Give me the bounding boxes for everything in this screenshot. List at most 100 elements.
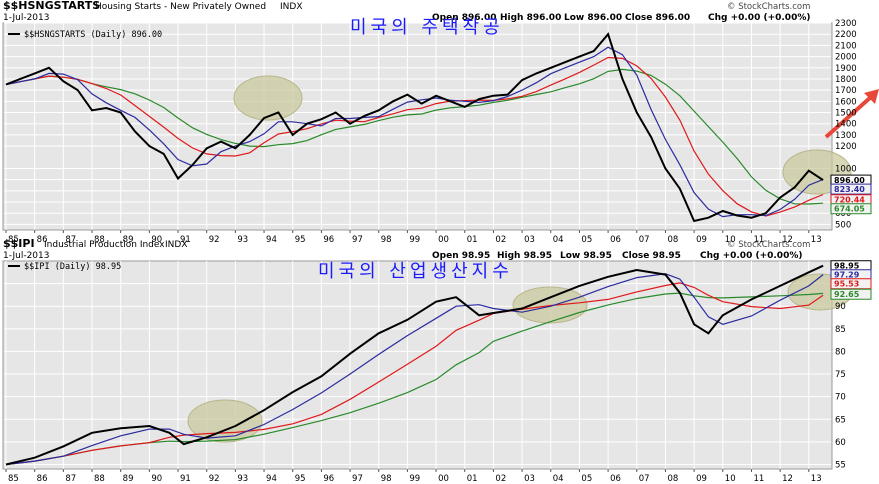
x-tick-label: 96 bbox=[323, 474, 334, 484]
y-tick-label: 1600 bbox=[835, 97, 857, 107]
y-tick-label: 1400 bbox=[835, 120, 857, 130]
value-tag-label: 674.05 bbox=[834, 205, 865, 214]
bottom-watermark: © StockCharts.com bbox=[727, 240, 810, 250]
top-low: Low 896.00 bbox=[564, 13, 622, 23]
value-tag-label: 95.53 bbox=[834, 280, 859, 289]
x-tick-label: 01 bbox=[467, 474, 478, 484]
x-tick-label: 02 bbox=[495, 235, 506, 245]
x-tick-label: 93 bbox=[237, 474, 248, 484]
x-tick-label: 93 bbox=[237, 235, 248, 245]
y-tick-label: 65 bbox=[835, 415, 846, 425]
x-tick-label: 89 bbox=[123, 235, 134, 245]
top-open: Open 896.00 bbox=[432, 13, 496, 23]
x-tick-label: 00 bbox=[438, 235, 449, 245]
x-tick-label: 91 bbox=[180, 235, 191, 245]
y-tick-label: 1000 bbox=[835, 164, 857, 174]
x-tick-label: 10 bbox=[725, 474, 736, 484]
x-tick-label: 04 bbox=[553, 235, 564, 245]
ma-green-line bbox=[5, 292, 824, 466]
bottom-chg: Chg +0.00 (+0.00%) bbox=[700, 251, 802, 261]
bottom-date: 1-Jul-2013 bbox=[3, 251, 50, 261]
up-arrow-shaft bbox=[824, 95, 873, 139]
y-tick-label: 70 bbox=[835, 393, 846, 403]
x-tick-label: 98 bbox=[381, 235, 392, 245]
bottom-low: Low 98.95 bbox=[560, 251, 612, 261]
x-tick-label: 07 bbox=[639, 235, 650, 245]
x-tick-label: 92 bbox=[209, 474, 220, 484]
x-tick-label: 87 bbox=[65, 474, 76, 484]
x-tick-label: 13 bbox=[811, 474, 822, 484]
x-tick-label: 08 bbox=[667, 474, 678, 484]
bottom-symbol: $$IPI bbox=[3, 237, 35, 250]
x-tick-label: 06 bbox=[610, 474, 621, 484]
x-tick-label: 11 bbox=[753, 474, 764, 484]
top-legend: $$HSNGSTARTS (Daily) 896.00 bbox=[8, 30, 162, 40]
top-watermark: © StockCharts.com bbox=[727, 2, 810, 12]
x-tick-label: 12 bbox=[782, 235, 793, 245]
value-tag-label: 98.95 bbox=[834, 262, 860, 271]
y-tick-label: 1800 bbox=[835, 75, 857, 85]
y-tick-label: 2100 bbox=[835, 41, 857, 51]
x-tick-label: 99 bbox=[409, 235, 420, 245]
bottom-plot-area bbox=[2, 260, 833, 470]
y-tick-label: 1700 bbox=[835, 86, 857, 96]
top-chg: Chg +0.00 (+0.00%) bbox=[708, 13, 810, 23]
x-tick-label: 02 bbox=[495, 474, 506, 484]
bottom-x-axis: 85 86 87 88 89 90 91 92 93 94 95 96 97 98 99 00 01 02 03 04… bbox=[5, 469, 822, 484]
bottom-legend-label: $$IPI (Daily) 98.95 bbox=[24, 262, 121, 272]
up-arrow-head bbox=[864, 89, 879, 104]
x-tick-label: 94 bbox=[266, 474, 277, 484]
bottom-open: Open 98.95 bbox=[432, 251, 490, 261]
x-tick-label: 91 bbox=[180, 474, 191, 484]
y-tick-label: 75 bbox=[835, 370, 846, 380]
x-tick-label: 92 bbox=[209, 235, 220, 245]
x-tick-label: 94 bbox=[266, 235, 277, 245]
x-tick-label: 86 bbox=[37, 474, 48, 484]
y-tick-label: 1200 bbox=[835, 142, 857, 152]
value-tag-label: 720.44 bbox=[834, 196, 865, 205]
top-x-axis: 85 86 87 88 89 90 91 92 93 94 95 96 97 98 99 00 01 02 03 04… bbox=[5, 230, 822, 245]
x-tick-label: 08 bbox=[667, 235, 678, 245]
top-high: High 896.00 bbox=[500, 13, 561, 23]
x-tick-label: 04 bbox=[553, 474, 564, 484]
x-tick-label: 96 bbox=[323, 235, 334, 245]
y-tick-label: 500 bbox=[835, 220, 851, 230]
value-tag-box bbox=[830, 288, 872, 300]
x-tick-label: 01 bbox=[467, 235, 478, 245]
x-tick-label: 12 bbox=[782, 474, 793, 484]
y-tick-label: 85 bbox=[835, 325, 846, 335]
x-tick-label: 89 bbox=[123, 474, 134, 484]
top-legend-label: $$HSNGSTARTS (Daily) 896.00 bbox=[24, 30, 162, 40]
bottom-header: $$IPI Industrial Production Index INDX 1… bbox=[3, 237, 810, 261]
x-tick-label: 06 bbox=[610, 235, 621, 245]
top-symbol: $$HSNGSTARTS bbox=[3, 0, 100, 12]
x-tick-label: 09 bbox=[696, 235, 707, 245]
x-tick-label: 95 bbox=[295, 474, 306, 484]
top-annotation: 미국의 주택착공 bbox=[350, 17, 504, 38]
bottom-legend: $$IPI (Daily) 98.95 bbox=[8, 262, 121, 272]
value-tag-label: 823.40 bbox=[834, 185, 865, 194]
x-tick-label: 90 bbox=[151, 235, 162, 245]
top-date: 1-Jul-2013 bbox=[3, 13, 50, 23]
bottom-exchange: INDX bbox=[165, 240, 187, 250]
bottom-title: Industrial Production Index bbox=[44, 240, 165, 250]
price-line bbox=[5, 264, 824, 466]
top-exchange: INDX bbox=[280, 2, 302, 12]
value-tag-box bbox=[830, 203, 872, 215]
ma-red-line bbox=[5, 282, 824, 466]
price-line bbox=[5, 32, 824, 223]
x-tick-label: 95 bbox=[295, 235, 306, 245]
bottom-close: Close 98.95 bbox=[622, 251, 681, 261]
y-tick-label: 80 bbox=[835, 347, 846, 357]
x-tick-label: 03 bbox=[524, 235, 535, 245]
highlight-ellipse bbox=[233, 75, 303, 121]
x-tick-label: 07 bbox=[639, 474, 650, 484]
value-tag-label: 92.65 bbox=[834, 290, 860, 299]
x-tick-label: 09 bbox=[696, 474, 707, 484]
x-tick-label: 88 bbox=[94, 235, 105, 245]
bottom-series-lines bbox=[5, 264, 824, 466]
x-tick-label: 10 bbox=[725, 235, 736, 245]
